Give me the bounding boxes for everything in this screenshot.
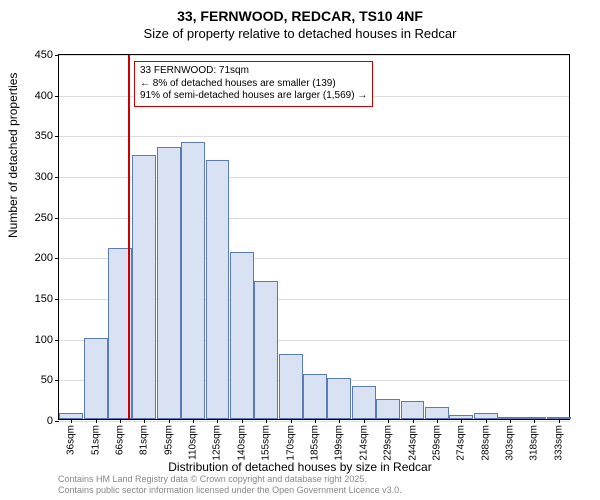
x-tick-label: 318sqm [529, 425, 540, 461]
x-tick-label: 140sqm [236, 425, 247, 461]
histogram-bar [303, 374, 327, 419]
x-tick-mark [461, 419, 462, 423]
x-tick-mark [534, 419, 535, 423]
y-tick-mark [55, 421, 59, 422]
x-tick-mark [388, 419, 389, 423]
y-tick-mark [55, 96, 59, 97]
y-tick-mark [55, 340, 59, 341]
plot-area: 05010015020025030035040045036sqm51sqm66s… [58, 54, 570, 420]
histogram-bar [376, 399, 400, 419]
chart-title: 33, FERNWOOD, REDCAR, TS10 4NF [0, 0, 600, 24]
chart-subtitle: Size of property relative to detached ho… [0, 24, 600, 41]
x-tick-label: 51sqm [90, 425, 101, 455]
x-tick-label: 274sqm [456, 425, 467, 461]
histogram-bar [132, 155, 156, 419]
x-tick-label: 333sqm [553, 425, 564, 461]
x-tick-mark [217, 419, 218, 423]
x-tick-label: 81sqm [139, 425, 150, 455]
annotation-box: 33 FERNWOOD: 71sqm← 8% of detached house… [134, 61, 373, 107]
y-tick-mark [55, 218, 59, 219]
x-tick-mark [559, 419, 560, 423]
gridline [59, 136, 569, 137]
histogram-bar [206, 160, 230, 419]
histogram-bar [230, 252, 254, 419]
x-tick-label: 199sqm [334, 425, 345, 461]
x-tick-label: 229sqm [383, 425, 394, 461]
histogram-bar [157, 147, 181, 419]
x-tick-label: 259sqm [431, 425, 442, 461]
x-tick-label: 303sqm [505, 425, 516, 461]
x-tick-mark [242, 419, 243, 423]
x-tick-label: 95sqm [163, 425, 174, 455]
y-tick-mark [55, 299, 59, 300]
histogram-bar [254, 281, 278, 419]
x-tick-mark [120, 419, 121, 423]
y-tick-mark [55, 380, 59, 381]
x-tick-mark [364, 419, 365, 423]
histogram-bar [279, 354, 303, 419]
property-marker-line [128, 55, 130, 419]
x-tick-label: 214sqm [358, 425, 369, 461]
x-tick-label: 170sqm [285, 425, 296, 461]
annotation-line: ← 8% of detached houses are smaller (139… [140, 78, 367, 91]
histogram-bar [181, 142, 205, 419]
x-axis-label: Distribution of detached houses by size … [0, 460, 600, 474]
x-tick-mark [315, 419, 316, 423]
x-tick-label: 185sqm [310, 425, 321, 461]
x-tick-mark [291, 419, 292, 423]
x-tick-label: 244sqm [407, 425, 418, 461]
x-tick-mark [169, 419, 170, 423]
x-tick-mark [193, 419, 194, 423]
x-tick-label: 288sqm [480, 425, 491, 461]
annotation-line: 91% of semi-detached houses are larger (… [140, 90, 367, 103]
x-tick-mark [339, 419, 340, 423]
x-tick-mark [413, 419, 414, 423]
y-tick-mark [55, 136, 59, 137]
x-tick-mark [144, 419, 145, 423]
x-tick-mark [96, 419, 97, 423]
x-tick-label: 110sqm [188, 425, 199, 460]
gridline [59, 421, 569, 422]
x-tick-mark [266, 419, 267, 423]
histogram-bar [401, 401, 425, 419]
gridline [59, 55, 569, 56]
x-tick-label: 66sqm [114, 425, 125, 455]
x-tick-label: 36sqm [66, 425, 77, 455]
x-tick-mark [510, 419, 511, 423]
attribution-footer: Contains HM Land Registry data © Crown c… [58, 474, 402, 496]
annotation-line: 33 FERNWOOD: 71sqm [140, 65, 367, 78]
y-tick-mark [55, 258, 59, 259]
y-axis-label: Number of detached properties [6, 73, 20, 238]
x-tick-mark [486, 419, 487, 423]
histogram-bar [327, 378, 351, 419]
x-tick-mark [437, 419, 438, 423]
histogram-bar [425, 407, 449, 419]
histogram-bar [352, 386, 376, 419]
y-tick-mark [55, 177, 59, 178]
chart-container: 33, FERNWOOD, REDCAR, TS10 4NF Size of p… [0, 0, 600, 500]
footer-line-1: Contains HM Land Registry data © Crown c… [58, 474, 402, 485]
x-tick-label: 125sqm [212, 425, 223, 461]
y-tick-mark [55, 55, 59, 56]
footer-line-2: Contains public sector information licen… [58, 485, 402, 496]
x-tick-mark [71, 419, 72, 423]
histogram-bar [84, 338, 108, 419]
x-tick-label: 155sqm [261, 425, 272, 461]
